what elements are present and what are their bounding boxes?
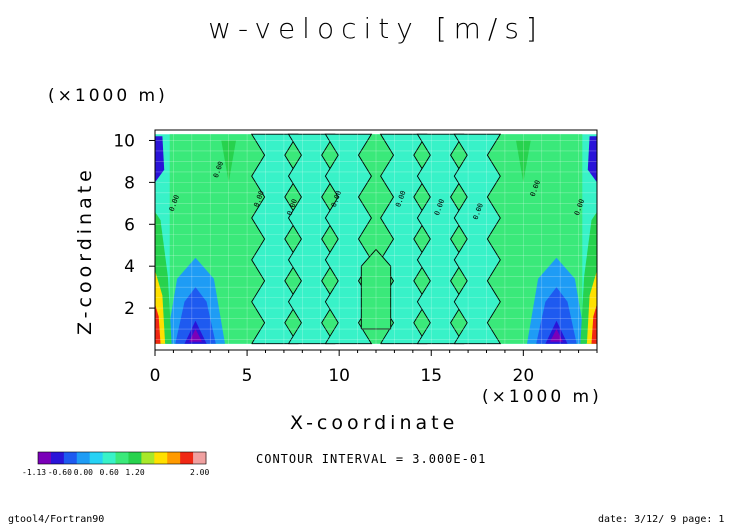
contour-line [453,133,502,345]
negative-column [380,134,427,344]
edge-updraft-core [591,303,597,344]
upper-updraft [516,140,531,183]
downdraft-lobe [175,287,216,344]
y-axis-label: Z-coordinate [74,166,96,335]
negative-column [251,134,298,344]
x-axis-unit: (×1000 m) [482,387,602,407]
colorbar-swatch [180,452,194,464]
footer-software: gtool4/Fortran90 [8,514,105,525]
y-tick-label: 6 [124,215,135,235]
y-tick-label: 2 [124,299,135,319]
colorbar-tick-label: 1.20 [125,468,144,477]
edge-updraft-core [155,303,161,344]
colorbar-swatch [63,452,78,464]
colorbar-swatch [102,452,117,464]
contour-line [360,248,392,330]
edge-downdraft [587,136,597,183]
y-tick-label: 8 [124,173,135,193]
colorbar-swatch [141,452,155,464]
colorbar-tick-label: 0.00 [74,468,93,477]
x-tick-label: 20 [513,366,535,386]
minimum-marker [189,329,202,342]
colorbar-swatch [50,452,65,464]
colorbar-tick-label: 0.60 [100,468,119,477]
downdraft-lobe [536,287,577,344]
colorbar-swatch [167,452,181,464]
y-axis-unit: (×1000 m) [48,86,168,106]
negative-column [454,134,501,344]
colorbar-tick-label: -1.13 [22,468,46,477]
colorbar-tick-label: 2.00 [190,468,209,477]
negative-column [417,134,464,344]
x-tick-label: 10 [328,366,350,386]
colorbar-frame [37,451,207,465]
colorbar-swatch [38,452,52,464]
colorbar-swatch [128,452,142,464]
y-tick-label: 4 [124,257,135,277]
negative-column [325,134,372,344]
contour-interval-note: CONTOUR INTERVAL = 3.000E-01 [256,452,487,466]
colorbar-tick-label: -0.60 [48,468,72,477]
colorbar-swatch [193,452,207,464]
x-tick-label: 5 [242,366,253,386]
x-tick-label: 15 [420,366,442,386]
x-axis-label: X-coordinate [290,412,459,434]
minimum-marker [550,329,563,342]
footer-date-page: date: 3/12/ 9 page: 1 [598,514,725,525]
colorbar-swatch [154,452,168,464]
y-tick-label: 10 [113,131,135,151]
colorbar-swatch [76,452,91,464]
upper-updraft [221,140,236,183]
negative-column [288,134,335,344]
central-positive-cell [361,249,391,329]
colorbar-swatch [89,452,104,464]
x-tick-label: 0 [150,366,161,386]
edge-downdraft [155,136,165,183]
chart-title: w-velocity [m/s] [208,12,544,45]
colorbar-swatch [115,452,129,464]
